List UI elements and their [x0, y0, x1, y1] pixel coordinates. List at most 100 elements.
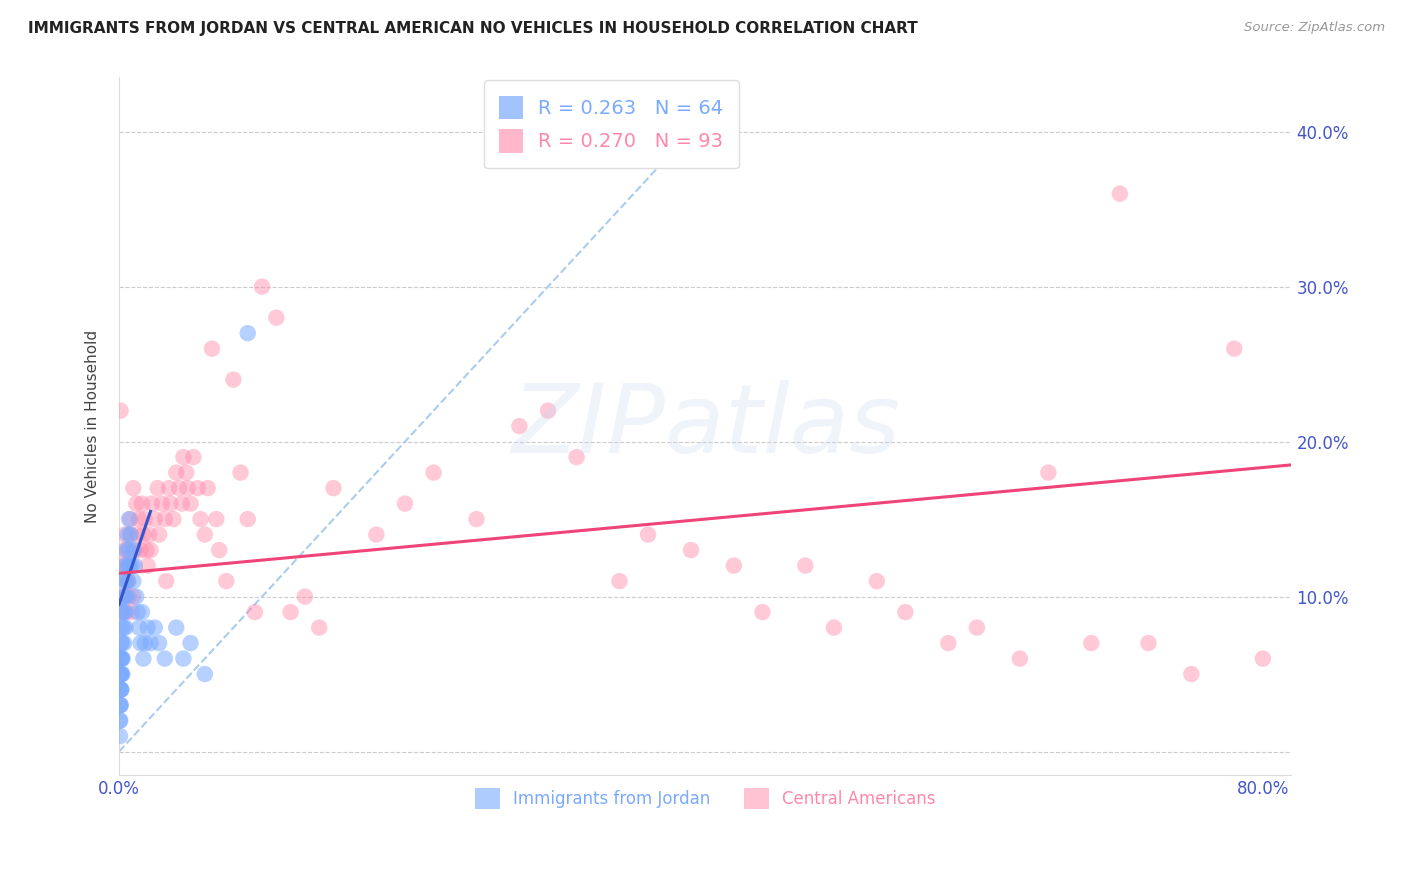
Point — [111, 667, 134, 681]
Point — [751, 605, 773, 619]
Point — [111, 621, 134, 635]
Point — [794, 558, 817, 573]
Point — [236, 512, 259, 526]
Point — [936, 636, 959, 650]
Point — [110, 636, 132, 650]
Point — [124, 543, 146, 558]
Point — [153, 651, 176, 665]
Point — [118, 543, 141, 558]
Text: Source: ZipAtlas.com: Source: ZipAtlas.com — [1244, 21, 1385, 34]
Point — [205, 512, 228, 526]
Point — [110, 682, 132, 697]
Point — [201, 342, 224, 356]
Point — [134, 636, 156, 650]
Point — [118, 590, 141, 604]
Point — [117, 574, 139, 588]
Point — [139, 636, 162, 650]
Point — [108, 714, 131, 728]
Point — [162, 512, 184, 526]
Point — [114, 590, 136, 604]
Point — [176, 481, 198, 495]
Point — [183, 450, 205, 464]
Point — [159, 497, 181, 511]
Point — [118, 512, 141, 526]
Point — [180, 636, 202, 650]
Point — [136, 621, 159, 635]
Point — [111, 667, 134, 681]
Legend: Immigrants from Jordan, Central Americans: Immigrants from Jordan, Central American… — [468, 781, 942, 815]
Point — [114, 558, 136, 573]
Point — [112, 574, 135, 588]
Point — [565, 450, 588, 464]
Point — [114, 527, 136, 541]
Point — [125, 497, 148, 511]
Point — [112, 605, 135, 619]
Point — [108, 698, 131, 712]
Point — [122, 590, 145, 604]
Point — [1008, 651, 1031, 665]
Point — [194, 667, 217, 681]
Point — [118, 558, 141, 573]
Point — [110, 682, 132, 697]
Point — [115, 590, 138, 604]
Point — [108, 682, 131, 697]
Point — [1137, 636, 1160, 650]
Point — [723, 558, 745, 573]
Point — [110, 651, 132, 665]
Point — [120, 527, 142, 541]
Point — [115, 574, 138, 588]
Point — [308, 621, 330, 635]
Point — [894, 605, 917, 619]
Point — [866, 574, 889, 588]
Point — [114, 558, 136, 573]
Point — [679, 543, 702, 558]
Point — [112, 543, 135, 558]
Point — [110, 651, 132, 665]
Point — [129, 636, 152, 650]
Point — [112, 590, 135, 604]
Point — [124, 558, 146, 573]
Point — [128, 621, 150, 635]
Point — [120, 512, 142, 526]
Point — [117, 527, 139, 541]
Point — [120, 527, 142, 541]
Point — [122, 481, 145, 495]
Point — [165, 466, 187, 480]
Point — [1251, 651, 1274, 665]
Point — [122, 543, 145, 558]
Point — [127, 605, 149, 619]
Point — [108, 714, 131, 728]
Point — [174, 466, 197, 480]
Point — [134, 512, 156, 526]
Point — [110, 682, 132, 697]
Point — [115, 574, 138, 588]
Point — [110, 667, 132, 681]
Point — [141, 497, 163, 511]
Point — [172, 651, 194, 665]
Point — [222, 373, 245, 387]
Point — [112, 590, 135, 604]
Point — [131, 605, 153, 619]
Point — [250, 279, 273, 293]
Point — [422, 466, 444, 480]
Point — [150, 497, 173, 511]
Point — [111, 558, 134, 573]
Point — [125, 590, 148, 604]
Point — [172, 450, 194, 464]
Point — [537, 403, 560, 417]
Point — [194, 527, 217, 541]
Point — [966, 621, 988, 635]
Point — [236, 326, 259, 340]
Point — [170, 497, 193, 511]
Point — [187, 481, 209, 495]
Point — [1080, 636, 1102, 650]
Point — [609, 574, 631, 588]
Point — [322, 481, 344, 495]
Point — [110, 403, 132, 417]
Point — [1038, 466, 1060, 480]
Point — [215, 574, 238, 588]
Point — [115, 605, 138, 619]
Point — [127, 527, 149, 541]
Point — [229, 466, 252, 480]
Point — [122, 574, 145, 588]
